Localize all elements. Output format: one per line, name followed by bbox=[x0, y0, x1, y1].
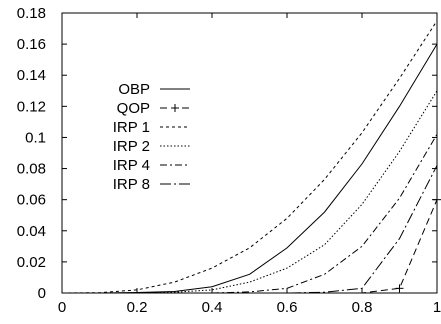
y-tick-label: 0.08 bbox=[17, 161, 46, 178]
legend: OBP QOP IRP 1 IRP 2 IRP 4 IRP 8 bbox=[113, 81, 190, 193]
legend-label: IRP 8 bbox=[113, 176, 150, 193]
legend-marker bbox=[171, 104, 179, 112]
legend-label: IRP 4 bbox=[113, 157, 150, 174]
y-tick-label: 0.02 bbox=[17, 254, 46, 271]
y-tick-label: 0.06 bbox=[17, 192, 46, 209]
x-tick-label: 0.2 bbox=[127, 299, 148, 316]
x-tick-label: 0.4 bbox=[202, 299, 223, 316]
axis-ticks: 0 0.2 0.4 0.6 0.8 1 0 0.02 0.04 0.06 0.08 0.1 0.12 0.… bbox=[17, 5, 441, 316]
legend-label: OBP bbox=[118, 81, 150, 98]
y-tick-label: 0 bbox=[38, 285, 46, 302]
x-tick-label: 0.8 bbox=[352, 299, 373, 316]
series-line-irp-8 bbox=[62, 165, 438, 294]
legend-label: IRP 2 bbox=[113, 138, 150, 155]
y-tick-label: 0.12 bbox=[17, 98, 46, 115]
y-tick-label: 0.04 bbox=[17, 223, 46, 240]
x-tick-label: 1 bbox=[433, 299, 441, 316]
data-point-marker bbox=[433, 195, 441, 204]
legend-label: IRP 1 bbox=[113, 119, 150, 136]
y-tick-label: 0.1 bbox=[25, 129, 46, 146]
y-tick-label: 0.18 bbox=[17, 5, 46, 22]
data-point-marker bbox=[395, 284, 404, 293]
series-layer bbox=[61, 20, 441, 294]
series-line-irp-1 bbox=[61, 20, 438, 294]
y-tick-label: 0.14 bbox=[17, 67, 46, 84]
y-tick-label: 0.16 bbox=[17, 36, 46, 53]
x-tick-label: 0.6 bbox=[277, 299, 298, 316]
series-line-qop bbox=[62, 199, 438, 294]
legend-label: QOP bbox=[117, 100, 150, 117]
x-tick-label: 0 bbox=[58, 299, 66, 316]
